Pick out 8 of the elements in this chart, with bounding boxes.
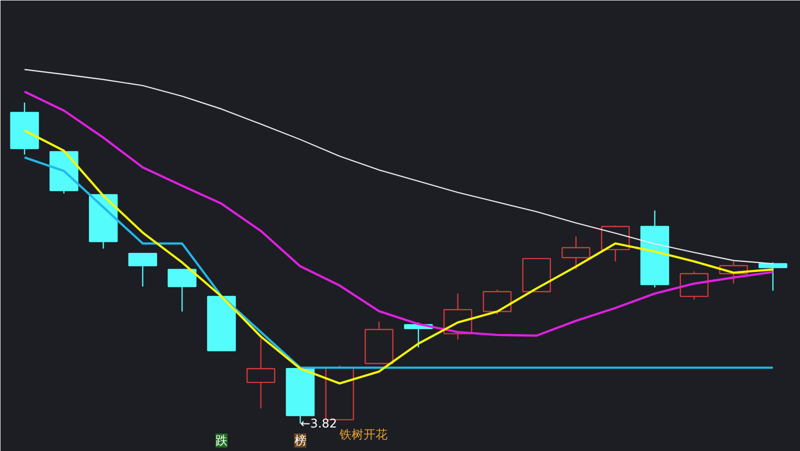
candlestick [562,236,590,270]
annotation: ←3.82 [300,416,338,431]
candlestick [640,210,670,288]
text: 铁树开花 [338,427,388,442]
candlestick [246,338,276,410]
text: 跌 [215,434,228,448]
text: 榜 [294,434,306,448]
candlestick [443,292,472,340]
